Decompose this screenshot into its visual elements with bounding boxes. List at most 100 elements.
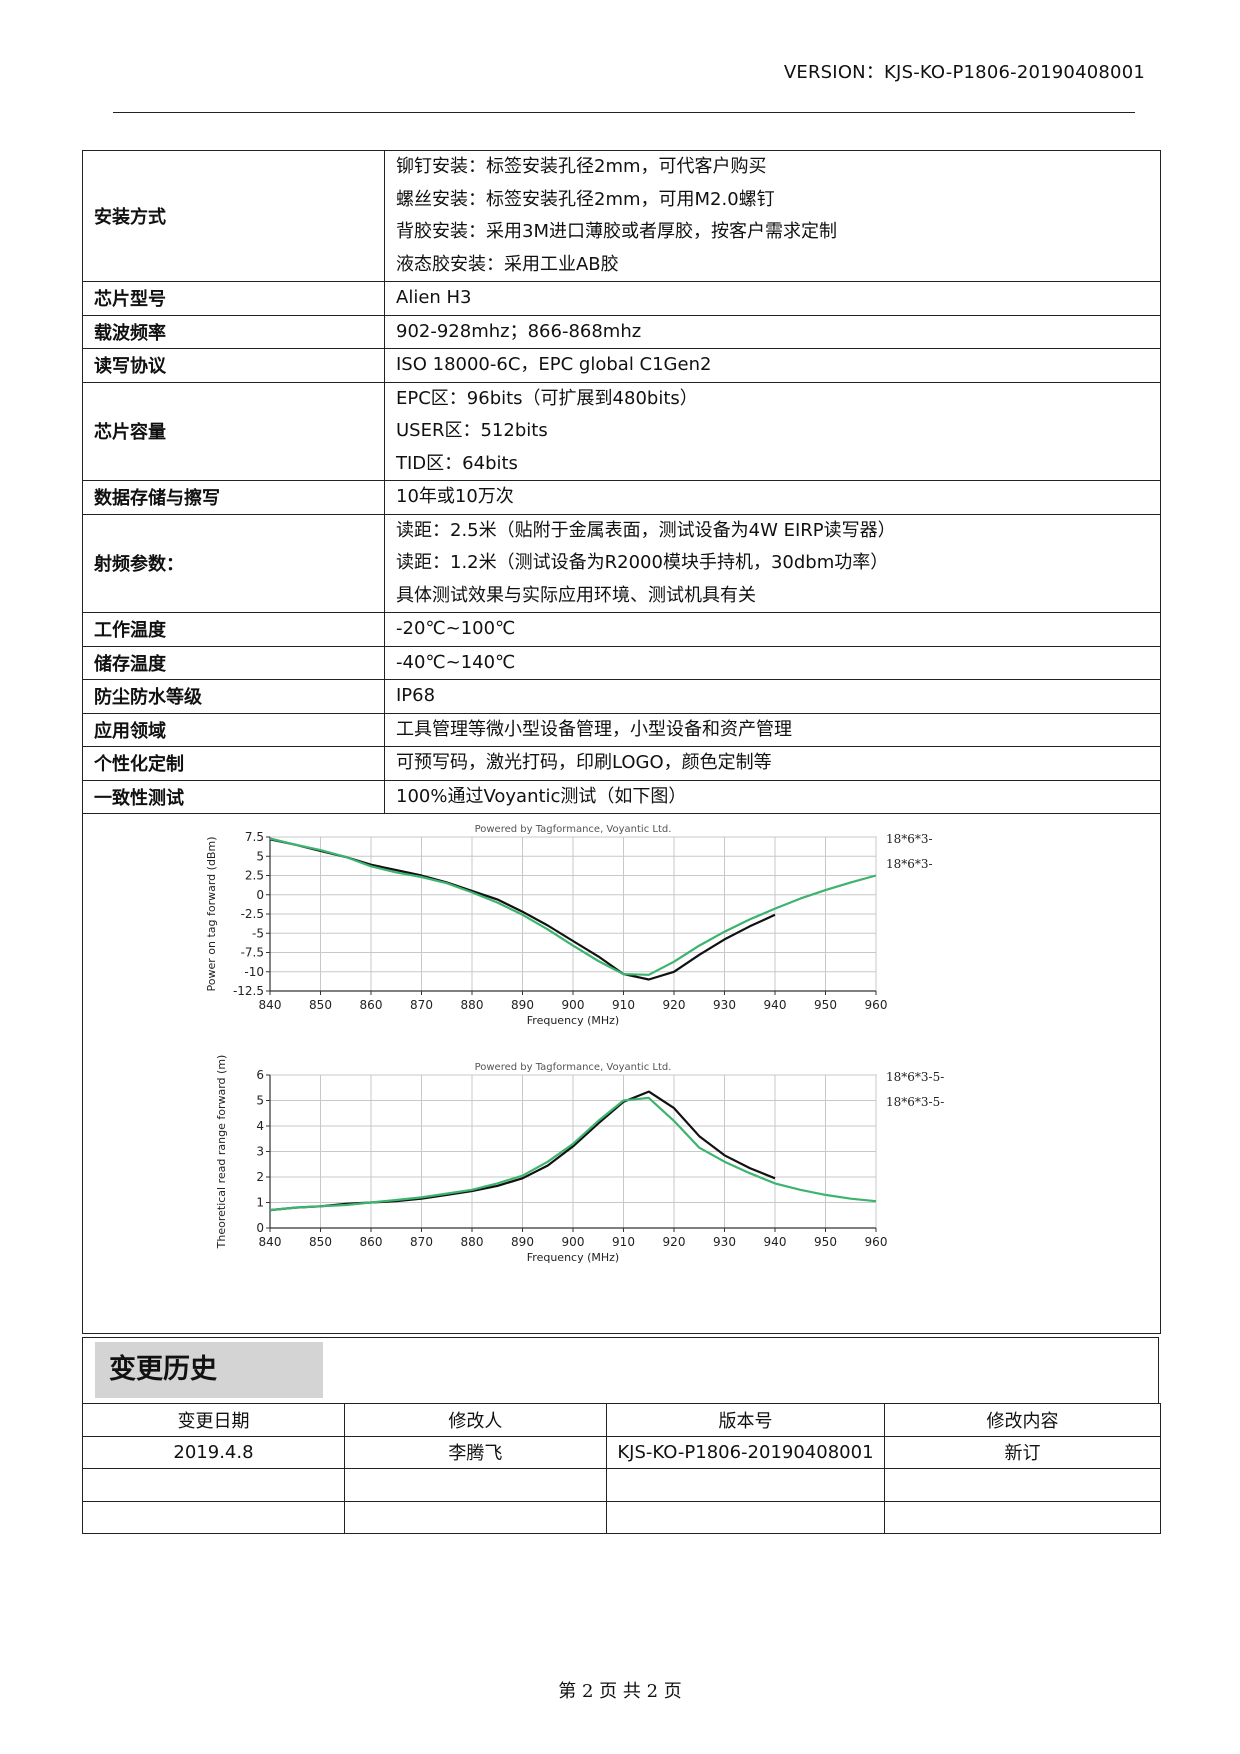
x-tick-label: 900 <box>562 998 585 1012</box>
spec-row: 安装方式 铆钉安装：标签安装孔径2mm，可代客户购买 螺丝安装：标签安装孔径2mm，… <box>82 150 1161 282</box>
page-footer: 第 2 页 共 2 页 <box>558 1681 682 1702</box>
spec-value-line: Alien H3 <box>396 287 472 308</box>
x-tick-label: 870 <box>410 1235 433 1249</box>
history-table: 变更日期 修改人 版本号 修改内容 2019.4.8 李腾飞 KJS-KO-P1806-20… <box>82 1403 1161 1534</box>
y-tick-label: 5 <box>256 849 264 863</box>
history-cell: 2019.4.8 <box>82 1435 345 1469</box>
chart-row: 840 850 860 870 880 890 900 910 920 930 940 950 960 7… <box>82 813 1161 1334</box>
y-tick-label: 7.5 <box>245 830 264 844</box>
history-title-row: 变更历史 <box>82 1337 1159 1404</box>
spec-value-line: 读距：1.2米（测试设备为R2000模块手持机，30dbm功率） <box>396 552 889 573</box>
x-tick-label: 940 <box>764 1235 787 1249</box>
spec-value: 902-928mhz；866-868mhz <box>384 314 1161 349</box>
spec-value: 可预写码，激光打码，印刷LOGO，颜色定制等 <box>384 746 1161 781</box>
chart-watermark: Powered by Tagformance, Voyantic Ltd. <box>475 1062 672 1073</box>
y-tick-label: -2.5 <box>241 907 264 921</box>
history-row <box>82 1468 1161 1502</box>
spec-value: IP68 <box>384 679 1161 714</box>
history-cell <box>343 1468 607 1502</box>
spec-value: 工具管理等微小型设备管理，小型设备和资产管理 <box>384 712 1161 747</box>
spec-value-line: TID区：64bits <box>396 452 518 474</box>
spec-label: 芯片型号 <box>82 281 385 316</box>
spec-label: 一致性测试 <box>82 779 385 814</box>
spec-row: 工作温度 -20℃~100℃ <box>82 612 1161 647</box>
y-tick-label: 3 <box>256 1145 264 1159</box>
change-history: 变更历史 变更日期 修改人 版本号 修改内容 2019.4.8 李腾飞 KJS-KO-P18… <box>82 1337 1161 1537</box>
history-cell <box>884 1500 1161 1534</box>
spec-value: -40℃~140℃ <box>384 645 1161 680</box>
spec-table: 安装方式 铆钉安装：标签安装孔径2mm，可代客户购买 螺丝安装：标签安装孔径2mm，… <box>82 150 1161 1334</box>
spec-label: 射频参数： <box>82 513 385 613</box>
history-row: 2019.4.8 李腾飞 KJS-KO-P1806-20190408001 新订 <box>82 1435 1161 1469</box>
x-tick-label: 960 <box>865 1235 888 1249</box>
spec-row: 一致性测试 100%通过Voyantic测试（如下图） <box>82 779 1161 814</box>
legend-entry: 18*6*3-5- <box>886 1070 944 1084</box>
history-header-row: 变更日期 修改人 版本号 修改内容 <box>82 1403 1161 1437</box>
spec-value-line: 100%通过Voyantic测试（如下图） <box>396 785 687 807</box>
spec-value-line: 具体测试效果与实际应用环境、测试机具有关 <box>396 584 756 606</box>
spec-value: 铆钉安装：标签安装孔径2mm，可代客户购买 螺丝安装：标签安装孔径2mm，可用M2… <box>384 150 1161 282</box>
version-label: VERSION：KJS-KO-P1806-20190408001 <box>783 62 1145 83</box>
x-axis-label: Frequency (MHz) <box>527 1014 619 1027</box>
spec-label: 载波频率 <box>82 314 385 349</box>
x-tick-label: 920 <box>663 1235 686 1249</box>
series-line-2 <box>269 837 877 976</box>
history-cell <box>82 1500 345 1534</box>
header-rule <box>113 112 1135 113</box>
series-line-2 <box>269 1096 877 1212</box>
x-tick-label: 920 <box>663 998 686 1012</box>
spec-value-line: 10年或10万次 <box>396 486 514 507</box>
spec-value-line: ISO 18000-6C，EPC global C1Gen2 <box>396 354 712 375</box>
spec-value: 100%通过Voyantic测试（如下图） <box>384 779 1161 814</box>
spec-value: 读距：2.5米（贴附于金属表面，测试设备为4W EIRP读写器） 读距：1.2米（… <box>384 513 1161 613</box>
legend-entry: 18*6*3- <box>886 857 933 871</box>
spec-value-line: 铆钉安装：标签安装孔径2mm，可代客户购买 <box>396 156 767 177</box>
charts-svg: 840 850 860 870 880 890 900 910 920 930 940 950 960 7… <box>205 824 944 1264</box>
y-tick-label: -5 <box>252 926 264 940</box>
spec-value-line: 背胶安装：采用3M进口薄胶或者厚胶，按客户需求定制 <box>396 221 837 242</box>
spec-row: 储存温度 -40℃~140℃ <box>82 645 1161 680</box>
y-axis-label: Power on tag forward (dBm) <box>205 837 218 992</box>
history-header-cell: 修改内容 <box>884 1403 1161 1437</box>
spec-row: 读写协议 ISO 18000-6C，EPC global C1Gen2 <box>82 348 1161 383</box>
spec-value-line: 工具管理等微小型设备管理，小型设备和资产管理 <box>396 718 792 740</box>
x-tick-label: 930 <box>713 1235 736 1249</box>
spec-value-line: IP68 <box>396 685 436 706</box>
history-title: 变更历史 <box>95 1342 323 1398</box>
x-tick-label: 950 <box>814 1235 837 1249</box>
x-tick-label: 900 <box>562 1235 585 1249</box>
legend-entry: 18*6*3-5- <box>886 1095 944 1109</box>
legend-entry: 18*6*3- <box>886 832 933 846</box>
y-tick-label: -7.5 <box>241 946 264 960</box>
spec-label: 读写协议 <box>82 348 385 383</box>
history-header-cell: 修改人 <box>343 1403 607 1437</box>
x-tick-label: 850 <box>309 1235 332 1249</box>
x-tick-label: 860 <box>360 1235 383 1249</box>
history-cell <box>82 1468 345 1502</box>
spec-row: 数据存储与擦写 10年或10万次 <box>82 480 1161 515</box>
spec-value-line: 可预写码，激光打码，印刷LOGO，颜色定制等 <box>396 752 772 773</box>
y-tick-label: 5 <box>256 1094 264 1108</box>
spec-label: 应用领域 <box>82 712 385 747</box>
x-tick-label: 840 <box>259 1235 282 1249</box>
spec-label: 数据存储与擦写 <box>82 480 385 515</box>
spec-value: -20℃~100℃ <box>384 612 1161 647</box>
chart-2: 840 850 860 870 880 890 900 910 920 930 940 950 960 0… <box>215 1055 944 1264</box>
chart-watermark: Powered by Tagformance, Voyantic Ltd. <box>475 824 672 835</box>
spec-value-line: -40℃~140℃ <box>396 651 516 673</box>
spec-value-line: -20℃~100℃ <box>396 618 516 639</box>
history-header-cell: 变更日期 <box>82 1403 345 1437</box>
spec-row: 芯片容量 EPC区：96bits（可扩展到480bits） USER区：512bit… <box>82 381 1161 481</box>
history-cell: 李腾飞 <box>343 1435 607 1469</box>
history-cell: KJS-KO-P1806-20190408001 <box>605 1435 886 1469</box>
history-cell <box>605 1500 886 1534</box>
x-tick-label: 930 <box>713 998 736 1012</box>
y-tick-label: -12.5 <box>233 984 264 998</box>
spec-value-line: 读距：2.5米（贴附于金属表面，测试设备为4W EIRP读写器） <box>396 519 896 541</box>
voyantic-charts: 840 850 860 870 880 890 900 910 920 930 940 950 960 7… <box>82 813 1161 1334</box>
history-header-cell: 版本号 <box>605 1403 886 1437</box>
spec-row: 载波频率 902-928mhz；866-868mhz <box>82 314 1161 349</box>
x-tick-label: 950 <box>814 998 837 1012</box>
x-tick-label: 960 <box>865 998 888 1012</box>
y-tick-label: 1 <box>256 1196 264 1210</box>
